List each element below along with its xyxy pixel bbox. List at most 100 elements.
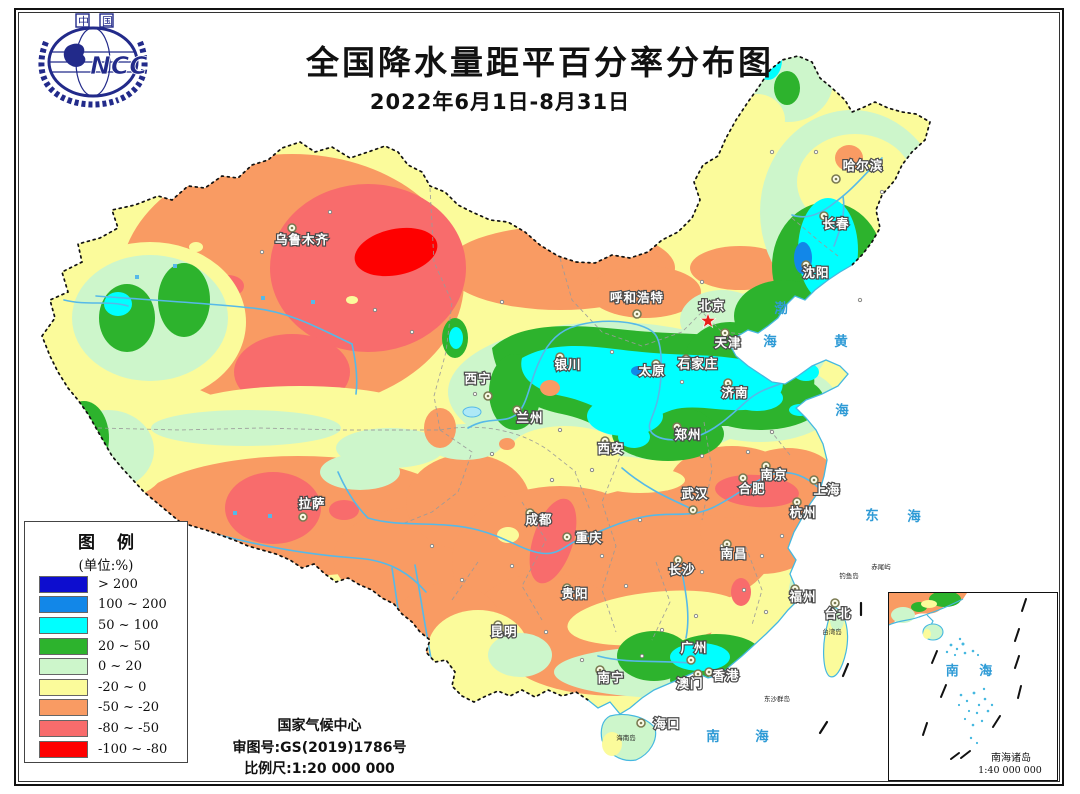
- island-label: 钓鱼岛: [839, 571, 859, 580]
- legend-item: -20 ~ 0: [25, 677, 187, 698]
- legend-item: -100 ~ -80: [25, 739, 187, 760]
- city-label: 香港: [711, 668, 739, 683]
- city-label: 西宁: [464, 371, 491, 386]
- city-label: 合肥: [738, 481, 765, 496]
- inset-title: 南海诸岛: [991, 751, 1031, 764]
- nine-dash-line: [818, 601, 863, 735]
- city-label: 哈尔滨: [843, 158, 884, 173]
- credits-agency: 国家气候中心: [277, 718, 362, 734]
- city-marker-dot: [707, 670, 711, 674]
- city-marker-dot: [486, 394, 490, 398]
- inset-sea-label: 南 海: [946, 663, 1001, 679]
- province-boundaries: [97, 187, 851, 641]
- city-label: 贵阳: [561, 586, 588, 601]
- taiwan-island: [823, 607, 849, 678]
- legend-swatch: [39, 616, 88, 634]
- inset-map: 南 海 南海诸岛 1:40 000 000: [888, 591, 1042, 776]
- sea-label: 海: [755, 728, 769, 745]
- city-label: 南京: [760, 467, 787, 482]
- legend-label: -20 ~ 0: [98, 679, 147, 695]
- city-label: 上海: [813, 482, 840, 497]
- south-china-sea-inset: 南 海 南海诸岛 1:40 000 000: [888, 591, 1058, 781]
- city-marker-dot: [598, 668, 602, 672]
- city-label: 呼和浩特: [610, 290, 664, 305]
- island-label: 赤尾屿: [871, 562, 891, 571]
- legend-swatch: [39, 596, 88, 614]
- legend-swatch: [39, 637, 88, 655]
- city-marker-dot: [684, 357, 688, 361]
- city-marker-dot: [795, 500, 799, 504]
- island-label: 海南岛: [616, 733, 636, 742]
- logo-ncc-text: NCC: [90, 51, 148, 80]
- legend-swatch: [39, 678, 88, 696]
- city-label: 澳门: [676, 676, 703, 691]
- ncc-logo: NCC 中 国: [38, 13, 149, 108]
- credits-approval: 审图号:GS(2019)1786号: [232, 739, 407, 756]
- city-marker-dot: [635, 312, 639, 316]
- city-marker-dot: [565, 535, 569, 539]
- city-label: 沈阳: [802, 265, 829, 280]
- legend-item: > 200: [25, 574, 187, 595]
- legend-item: 100 ~ 200: [25, 595, 187, 616]
- city-marker-dot: [725, 542, 729, 546]
- legend-label: > 200: [98, 576, 138, 592]
- national-border: [41, 55, 931, 703]
- city-label: 石家庄: [677, 356, 719, 371]
- city-label: 西安: [597, 441, 624, 456]
- city-label: 广州: [680, 640, 707, 655]
- legend-label: -50 ~ -20: [98, 700, 160, 716]
- city-label: 天津: [714, 335, 741, 350]
- page-title: 全国降水量距平百分率分布图: [306, 43, 774, 82]
- sea-label: 渤: [774, 300, 788, 317]
- city-marker-dot: [833, 601, 837, 605]
- sea-label: 海: [763, 333, 777, 350]
- legend-box: 图 例 (单位:%) > 200 100 ~ 200 50 ~ 100 20 ~ 50…: [24, 521, 188, 763]
- island-label: 东沙群岛: [764, 694, 790, 703]
- city-marker-dot: [726, 381, 730, 385]
- sea-label: 东: [865, 507, 879, 524]
- city-marker-dot: [675, 425, 679, 429]
- legend-label: 20 ~ 50: [98, 638, 151, 654]
- legend-item: -50 ~ -20: [25, 698, 187, 719]
- city-marker-dot: [696, 672, 700, 676]
- credits-block: 国家气候中心 审图号:GS(2019)1786号 比例尺:1:20 000 00…: [232, 716, 407, 781]
- city-marker-dot: [764, 464, 768, 468]
- city-label: 台北: [824, 606, 851, 621]
- city-marker-dot: [558, 355, 562, 359]
- city-label: 南宁: [597, 670, 624, 685]
- city-marker-dot: [515, 408, 519, 412]
- city-marker-dot: [804, 263, 808, 267]
- inset-nine-dash: [922, 598, 1027, 760]
- legend-rows: > 200 100 ~ 200 50 ~ 100 20 ~ 50 0 ~ 20 -20 ~…: [25, 574, 187, 759]
- city-label: 杭州: [789, 505, 816, 520]
- city-marker-dot: [723, 331, 727, 335]
- rivers: [63, 157, 883, 689]
- legend-swatch: [39, 575, 88, 593]
- city-marker-dot: [654, 362, 658, 366]
- city-marker-dot: [496, 623, 500, 627]
- credits-scale: 比例尺:1:20 000 000: [244, 761, 395, 777]
- legend-swatch: [39, 719, 88, 737]
- city-label: 兰州: [516, 410, 543, 425]
- legend-unit: (单位:%): [78, 558, 134, 574]
- legend-swatch: [39, 699, 88, 717]
- sea-label: 黄: [834, 333, 848, 350]
- island-label: 台湾岛: [822, 627, 842, 636]
- legend-item: 0 ~ 20: [25, 656, 187, 677]
- city-label: 南昌: [720, 546, 747, 561]
- city-marker-dot: [834, 177, 838, 181]
- city-label: 太原: [638, 363, 665, 378]
- legend-title: 图 例: [78, 533, 142, 553]
- city-label: 乌鲁木齐: [275, 232, 329, 247]
- coastline: [587, 264, 853, 715]
- city-marker-dot: [793, 587, 797, 591]
- sea-label: 南: [706, 728, 720, 745]
- logo-char-left: 中: [78, 15, 89, 28]
- sea-labels-layer: 渤海 黄海东 海南海: [706, 300, 921, 745]
- city-label: 武汉: [681, 486, 708, 501]
- legend-swatch: [39, 658, 88, 676]
- city-marker-dot: [822, 214, 826, 218]
